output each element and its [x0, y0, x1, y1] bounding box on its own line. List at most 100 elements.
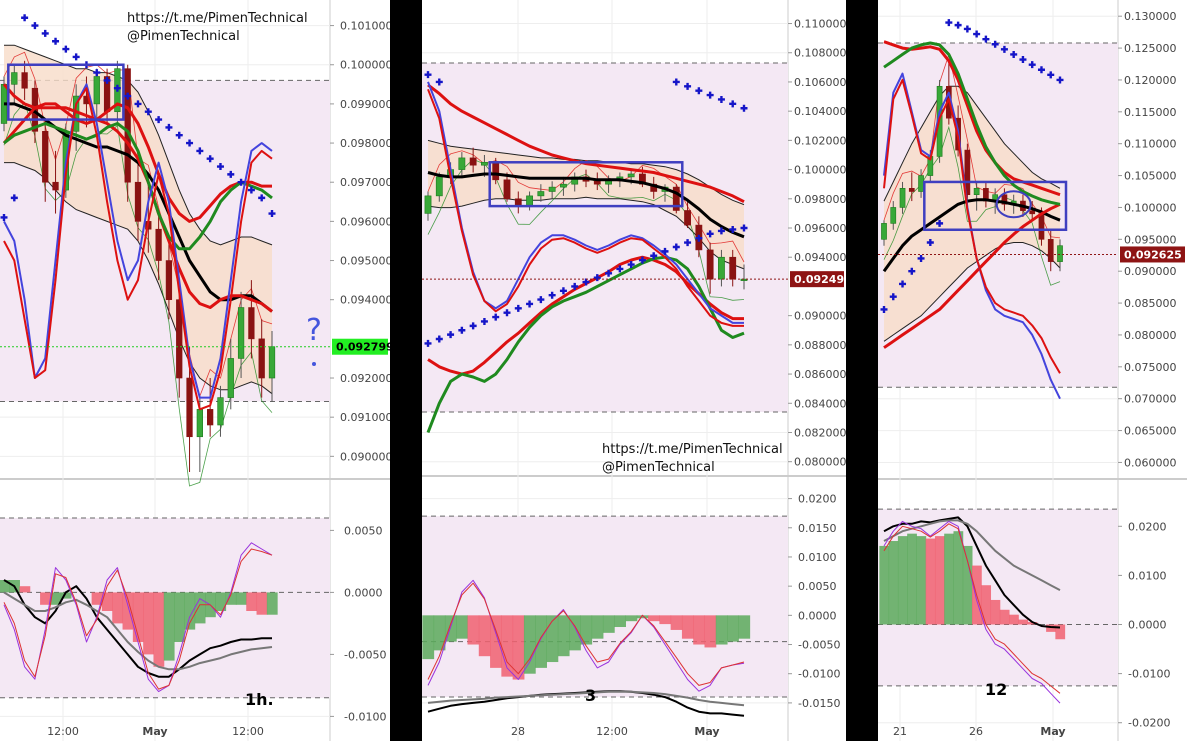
osc-hist-bar — [738, 615, 751, 639]
sar-marker-top — [684, 82, 692, 90]
price-tick-label: 0.098000 — [340, 137, 390, 150]
price-tick-label: 0.091000 — [340, 411, 390, 424]
candle — [165, 240, 173, 320]
sar-marker — [973, 30, 981, 38]
time-label: 12:00 — [596, 725, 628, 738]
watermark-handle-2: @PimenTechnical — [602, 460, 715, 475]
osc-line — [427, 690, 745, 707]
sar-marker — [880, 305, 888, 313]
series-line — [3, 83, 273, 399]
time-label: May — [1040, 725, 1065, 738]
band-upper-line — [883, 85, 1061, 202]
sar-marker-top — [717, 95, 725, 103]
osc-hist-bar — [225, 592, 237, 605]
osc-line — [883, 519, 1061, 591]
watermark-handle: @PimenTechnical — [127, 29, 240, 44]
candle-body — [237, 307, 245, 359]
price-tick-label: 0.101000 — [340, 20, 390, 33]
price-tick-label: 0.085000 — [1124, 297, 1177, 310]
candle-body — [899, 188, 906, 208]
candle — [548, 181, 556, 199]
osc-hist-bar — [1046, 624, 1056, 632]
chart-panel-1h: 0.092799 0.101000 0.100000 0.099000 0.098000… — [0, 0, 390, 741]
osc-hist-bar — [670, 615, 683, 630]
sar-marker — [1037, 66, 1045, 74]
osc-hist-bar — [1018, 619, 1029, 625]
osc-hist-bar — [444, 615, 457, 642]
osc-hist-bar — [962, 545, 973, 625]
osc-hist-bar — [953, 531, 964, 625]
candle — [684, 198, 691, 229]
osc-hist-bar — [704, 615, 717, 648]
candle — [908, 172, 915, 202]
osc-hist-bar — [580, 615, 593, 645]
sar-marker — [548, 291, 556, 299]
time-label: 21 — [893, 725, 907, 738]
last-price-label: 0.092799 — [336, 341, 390, 354]
candle — [155, 213, 162, 281]
candle-body — [258, 338, 265, 379]
sar-marker — [62, 45, 70, 53]
sar-marker — [186, 139, 194, 147]
annotation-box — [7, 63, 125, 121]
osc-hist-bar — [0, 580, 10, 593]
osc-tick-label: -0.0050 — [798, 639, 840, 652]
candle — [1047, 229, 1054, 272]
sar-marker — [10, 194, 18, 202]
chart-svg-1: 0.092498 0.110000 0.108000 0.106000 0.104000… — [422, 0, 846, 741]
chart-panel-3: 0.092498 0.110000 0.108000 0.106000 0.104000… — [422, 0, 846, 741]
price-tick-label: 0.080000 — [794, 456, 846, 469]
candle-body — [165, 260, 173, 300]
sar-marker — [480, 317, 488, 325]
sar-marker — [113, 84, 121, 92]
candle-body — [481, 161, 488, 166]
annotation-box — [923, 180, 1068, 232]
annotation-circle — [995, 190, 1032, 219]
osc-hist-bar — [467, 615, 480, 645]
candle-body — [42, 131, 49, 183]
sar-marker — [216, 163, 224, 171]
sar-marker — [963, 25, 971, 33]
candle-body — [186, 377, 193, 438]
sar-marker — [424, 339, 432, 347]
time-label: May — [142, 725, 167, 738]
sar-marker — [593, 274, 601, 282]
osc-tick-label: 0.0200 — [1128, 520, 1167, 533]
price-tick-label: 0.130000 — [1124, 10, 1177, 23]
osc-zone — [422, 516, 788, 698]
price-tick-label: 0.102000 — [794, 134, 846, 147]
sar-marker — [155, 116, 163, 124]
osc-tick-label: 0.0000 — [798, 609, 837, 622]
price-tick-label: 0.105000 — [1124, 170, 1177, 183]
osc-tick-label: -0.0100 — [1128, 668, 1170, 681]
sar-marker — [650, 252, 658, 260]
osc-tick-label: 0.0050 — [798, 580, 837, 593]
sar-marker — [706, 230, 714, 238]
osc-hist-bar — [456, 615, 468, 639]
price-tick-label: 0.075000 — [1124, 361, 1177, 374]
candle — [207, 378, 214, 437]
sar-marker — [21, 14, 29, 22]
series-line — [427, 88, 744, 327]
osc-hist-bar — [1009, 614, 1019, 625]
last-price-badge — [790, 271, 844, 288]
osc-hist-bar — [916, 536, 927, 625]
price-tick-label: 0.115000 — [1124, 106, 1177, 119]
time-label: 26 — [969, 725, 983, 738]
candle-body — [1038, 213, 1045, 240]
candle-body — [217, 397, 224, 426]
osc-hist-bar — [143, 592, 154, 655]
candle-body — [52, 181, 59, 191]
osc-hist-bar — [648, 615, 660, 622]
osc-hist-bar — [112, 592, 124, 624]
watermark-url-2: https://t.me/PimenTechnical — [602, 442, 783, 457]
candle-body — [672, 186, 680, 211]
osc-tick-label: -0.0050 — [344, 648, 386, 661]
sar-marker-top — [435, 78, 443, 86]
candle-body — [424, 195, 432, 214]
series-line — [3, 87, 273, 411]
osc-hist-bar — [60, 592, 72, 599]
osc-hist-bar — [535, 615, 547, 668]
osc-line — [427, 579, 745, 692]
osc-tick-label: -0.0200 — [1128, 717, 1170, 730]
